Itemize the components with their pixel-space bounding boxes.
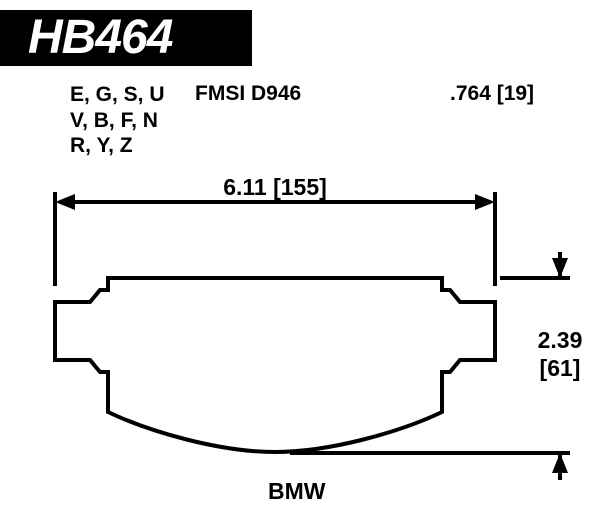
part-number: HB464	[28, 10, 172, 66]
codes-line-1: E, G, S, U	[70, 82, 165, 108]
width-label: 6.11 [155]	[223, 174, 327, 200]
width-dimension	[55, 192, 495, 286]
compound-codes: E, G, S, U V, B, F, N R, Y, Z	[70, 82, 165, 159]
thickness-value: .764 [19]	[450, 82, 534, 106]
height-label-1: 2.39	[538, 327, 583, 353]
height-dimension	[290, 252, 570, 480]
fmsi-code: FMSI D946	[195, 82, 301, 106]
codes-line-3: R, Y, Z	[70, 133, 165, 159]
codes-line-2: V, B, F, N	[70, 108, 165, 134]
pad-outline	[55, 278, 495, 452]
pad-diagram: 6.11 [155] 2.39 [61]	[0, 0, 600, 518]
height-label-2: [61]	[540, 355, 581, 381]
spec-sheet: HB464 E, G, S, U V, B, F, N R, Y, Z FMSI…	[0, 0, 600, 518]
brand-label: BMW	[268, 478, 325, 505]
